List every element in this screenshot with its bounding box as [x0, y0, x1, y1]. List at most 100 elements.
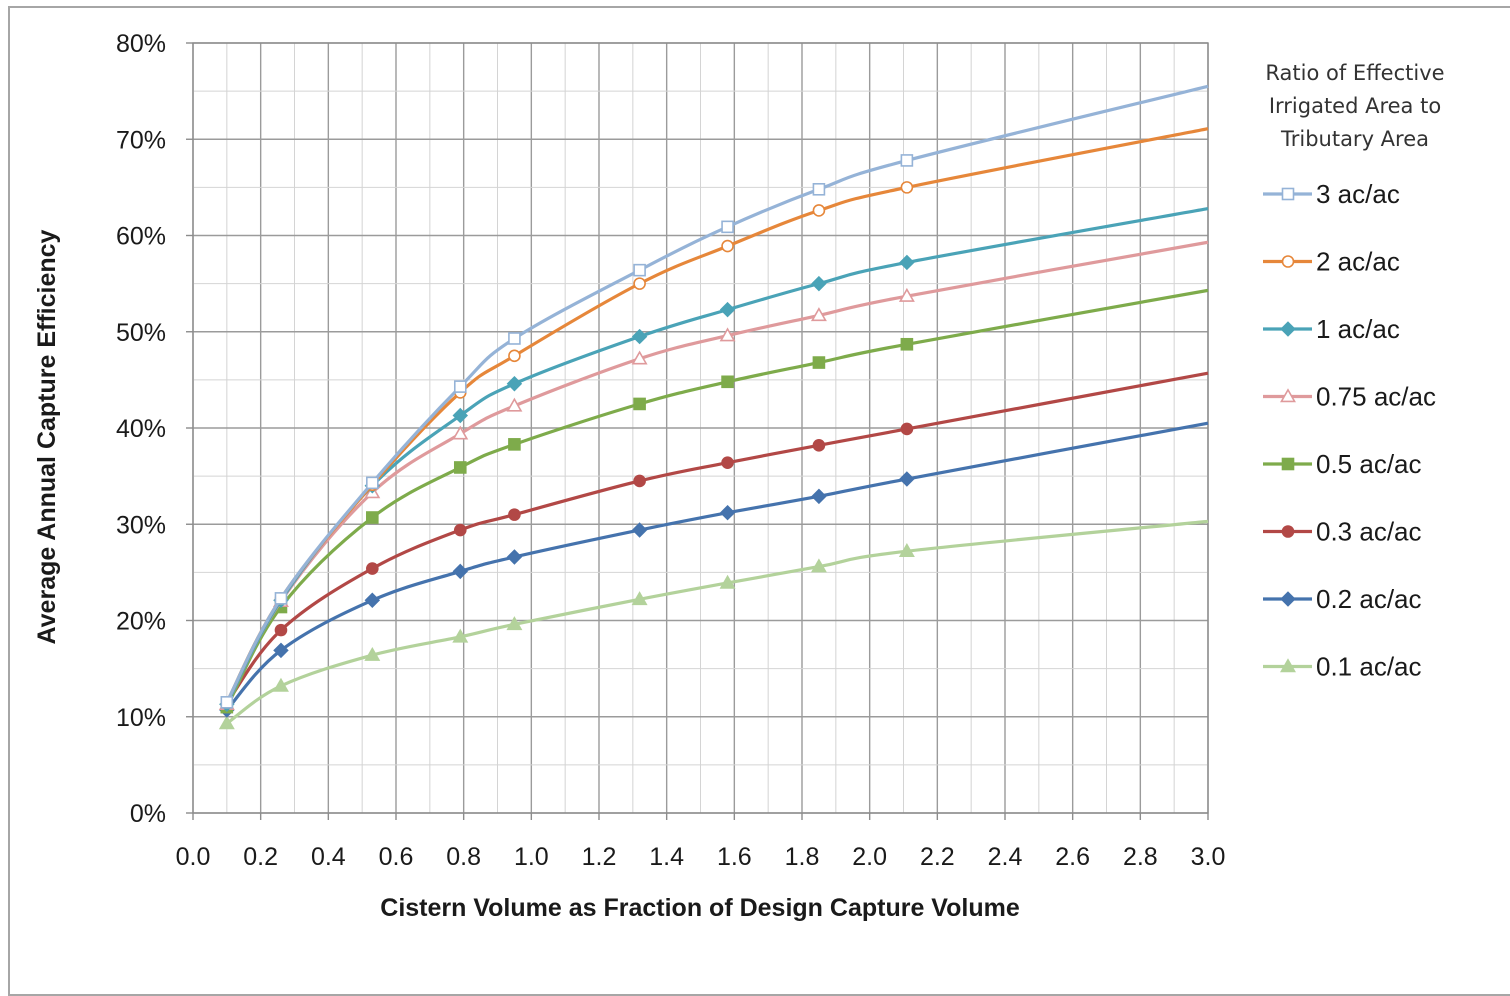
legend-item: 1 ac/ac: [1263, 314, 1400, 344]
y-tick-label: 20%: [116, 608, 166, 636]
legend-item: 0.1 ac/ac: [1263, 652, 1422, 682]
data-point: [721, 375, 734, 389]
series-3-ac-ac: [220, 84, 1209, 709]
data-point: [810, 307, 827, 322]
data-point: [810, 558, 827, 573]
data-point: [811, 488, 827, 505]
data-point: [506, 616, 523, 631]
x-tick-label: 2.6: [1055, 843, 1090, 871]
chart-frame: [8, 6, 1510, 996]
data-point: [898, 542, 915, 557]
gridlines: [192, 42, 1209, 814]
y-tick-label: 10%: [116, 704, 166, 732]
data-point: [452, 425, 469, 440]
data-point: [453, 380, 467, 393]
x-tick-label: 1.8: [785, 843, 820, 871]
data-point: [508, 332, 521, 345]
data-point: [812, 356, 826, 369]
y-tick-label: 70%: [116, 126, 166, 154]
axes: 0% 10% 20% 30% 40% 50% 60% 70% 80% 0.0 0.2 0.4 0.6 0.…: [116, 30, 1225, 871]
data-point: [366, 511, 379, 524]
data-point: [508, 508, 521, 521]
data-point: [1280, 388, 1296, 403]
data-point: [218, 715, 235, 730]
data-point: [1281, 187, 1295, 201]
legend-label: 0.2 ac/ac: [1316, 584, 1422, 614]
data-point: [508, 349, 521, 363]
legend-label: 2 ac/ac: [1316, 247, 1400, 277]
legend-item: 3 ac/ac: [1263, 179, 1400, 209]
legend-item: 0.75 ac/ac: [1263, 382, 1436, 412]
data-point: [452, 563, 469, 580]
legend: Ratio of Effective Irrigated Area to Tribu…: [1263, 61, 1445, 682]
x-tick-label: 0.4: [311, 843, 346, 871]
legend-title-line: Ratio of Effective: [1265, 61, 1444, 85]
data-point: [1280, 321, 1296, 337]
data-point: [631, 522, 648, 538]
x-tick-label: 1.2: [582, 843, 617, 871]
x-tick-label: 2.0: [852, 843, 887, 871]
data-point: [899, 254, 915, 271]
y-tick-label: 0%: [130, 800, 166, 828]
x-tick-label: 2.8: [1123, 843, 1158, 871]
series-group: [218, 84, 1209, 730]
series-0-2-ac-ac: [219, 421, 1209, 718]
data-point: [633, 474, 646, 488]
data-point: [899, 471, 915, 487]
x-tick-label: 1.0: [514, 843, 549, 871]
legend-label: 1 ac/ac: [1316, 314, 1400, 344]
legend-title-line: Tributary Area: [1280, 127, 1429, 151]
data-point: [633, 263, 646, 277]
series-0-5-ac-ac: [220, 288, 1209, 714]
legend-item: 2 ac/ac: [1263, 247, 1400, 277]
data-point: [366, 562, 379, 575]
data-point: [900, 181, 914, 194]
y-tick-label: 50%: [116, 319, 166, 347]
y-tick-label: 80%: [116, 30, 166, 58]
data-point: [1281, 525, 1295, 538]
data-point: [721, 456, 734, 469]
legend-item: 0.5 ac/ac: [1263, 449, 1422, 479]
data-point: [506, 397, 523, 412]
data-point: [1280, 658, 1296, 673]
data-point: [366, 476, 379, 490]
legend-item: 0.2 ac/ac: [1263, 584, 1422, 614]
data-point: [719, 301, 736, 318]
data-point: [508, 438, 521, 451]
y-axis-title: Average Annual Capture Efficiency: [33, 229, 61, 644]
data-point: [273, 642, 289, 659]
data-point: [900, 422, 914, 436]
data-point: [274, 592, 288, 605]
data-point: [633, 397, 646, 411]
x-axis-title: Cistern Volume as Fraction of Design Cap…: [380, 894, 1020, 922]
x-tick-label: 1.6: [717, 843, 752, 871]
series-line: [225, 84, 1209, 704]
data-point: [452, 628, 469, 643]
x-tick-label: 0.8: [446, 843, 481, 871]
x-tick-label: 1.4: [649, 843, 684, 871]
data-point: [811, 275, 827, 292]
data-point: [1280, 591, 1296, 607]
y-tick-label: 30%: [116, 511, 166, 539]
data-point: [1281, 255, 1295, 268]
x-tick-label: 2.2: [920, 843, 955, 871]
legend-label: 3 ac/ac: [1316, 179, 1400, 209]
data-point: [633, 277, 646, 290]
x-tick-label: 3.0: [1191, 843, 1226, 871]
series-0-3-ac-ac: [220, 371, 1209, 710]
data-point: [812, 204, 826, 217]
data-point: [506, 375, 523, 392]
legend-item: 0.3 ac/ac: [1263, 517, 1422, 547]
data-point: [272, 677, 289, 692]
data-point: [452, 407, 469, 424]
data-point: [274, 623, 288, 637]
data-point: [719, 504, 736, 521]
data-point: [719, 327, 736, 342]
series-line: [225, 519, 1209, 725]
data-point: [220, 696, 234, 709]
data-point: [631, 591, 648, 606]
data-point: [506, 549, 523, 565]
data-point: [900, 337, 914, 351]
y-tick-label: 60%: [116, 223, 166, 251]
